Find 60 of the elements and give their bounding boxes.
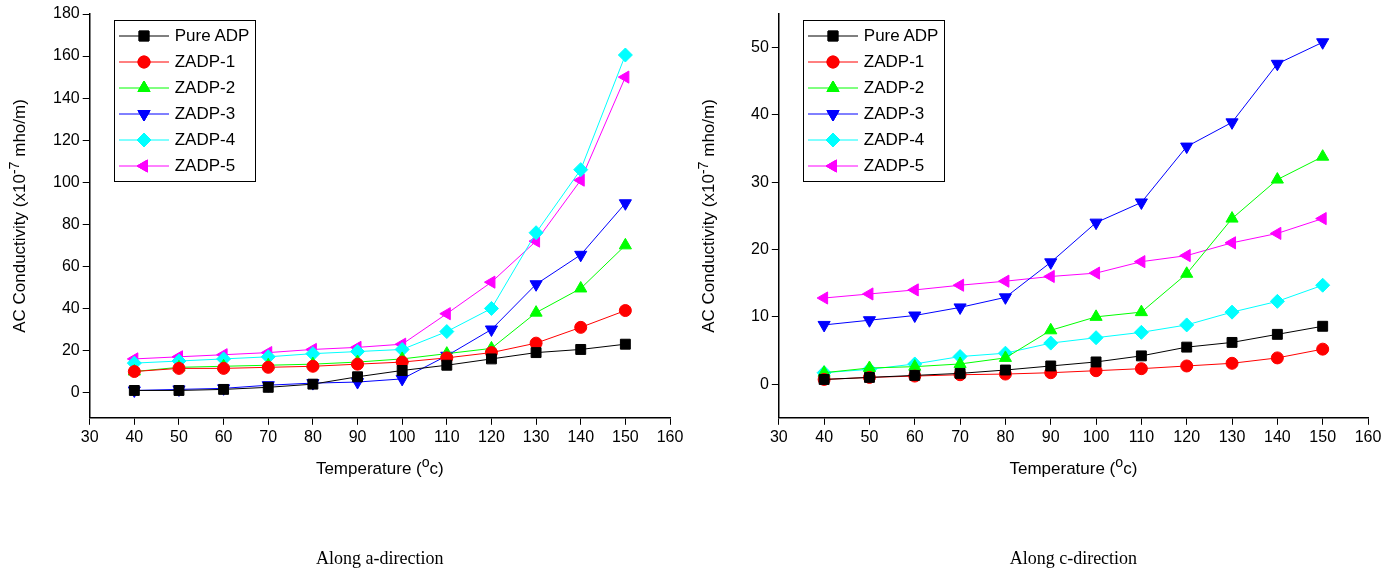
x-tick-label: 150 bbox=[1309, 427, 1337, 445]
x-tick-label: 130 bbox=[522, 427, 550, 445]
x-tick-label: 110 bbox=[1128, 427, 1155, 445]
y-tick-label: 20 bbox=[61, 340, 80, 358]
x-tick-label: 80 bbox=[303, 427, 322, 445]
y-tick-label: 80 bbox=[61, 214, 80, 232]
x-tick-label: 100 bbox=[1082, 427, 1110, 445]
x-tick-label: 60 bbox=[905, 427, 924, 445]
y-tick-label: 60 bbox=[61, 256, 80, 274]
y-tick-label: 100 bbox=[52, 172, 80, 190]
y-tick-label: 40 bbox=[61, 298, 80, 316]
x-tick-label: 30 bbox=[80, 427, 99, 445]
text: Along a-direction bbox=[316, 548, 444, 569]
legend-label: ZADP-5 bbox=[174, 156, 236, 176]
y-tick-label: 20 bbox=[751, 239, 769, 257]
x-tick-label: 140 bbox=[567, 427, 595, 445]
x-tick-label: 150 bbox=[612, 427, 639, 445]
y-tick-label: 180 bbox=[52, 4, 80, 22]
y-tick-label: 30 bbox=[751, 172, 769, 190]
x-tick-label: 40 bbox=[125, 427, 144, 445]
legend-label: Pure ADP bbox=[174, 26, 250, 46]
legend-label: ZADP-5 bbox=[863, 156, 925, 176]
x-tick-label: 70 bbox=[951, 427, 970, 445]
y-tick-label: 140 bbox=[52, 88, 80, 106]
x-tick-label: 30 bbox=[769, 427, 788, 445]
text: Along c-direction bbox=[1009, 548, 1138, 569]
x-tick-label: 160 bbox=[656, 427, 684, 445]
y-tick-label: 0 bbox=[759, 374, 769, 392]
legend-label: ZADP-1 bbox=[863, 52, 925, 72]
y-tick-label: 10 bbox=[751, 307, 769, 325]
legend-label: ZADP-4 bbox=[174, 130, 236, 150]
x-tick-label: 120 bbox=[1173, 427, 1201, 445]
x-axis-title: Temperature ($^{o}$c) bbox=[315, 453, 444, 479]
x-tick-label: 50 bbox=[860, 427, 879, 445]
x-axis-title: Temperature ($^{o}$c) bbox=[1009, 453, 1138, 479]
x-tick-label: 90 bbox=[348, 427, 367, 445]
legend-label: ZADP-4 bbox=[863, 130, 925, 150]
x-tick-label: 70 bbox=[259, 427, 278, 445]
x-tick-label: 120 bbox=[478, 427, 505, 445]
x-tick-label: 160 bbox=[1354, 427, 1382, 445]
y-tick-label: 50 bbox=[751, 38, 769, 56]
x-tick-label: 130 bbox=[1218, 427, 1246, 445]
x-tick-label: 40 bbox=[815, 427, 834, 445]
x-tick-label: 80 bbox=[996, 427, 1015, 445]
legend-label: ZADP-3 bbox=[863, 104, 925, 124]
x-tick-label: 90 bbox=[1041, 427, 1060, 445]
x-tick-label: 50 bbox=[170, 427, 188, 445]
y-tick-label: 120 bbox=[52, 130, 80, 148]
y-tick-label: 40 bbox=[751, 105, 769, 123]
legend-label: ZADP-2 bbox=[174, 78, 236, 98]
x-tick-label: 110 bbox=[434, 427, 460, 445]
y-tick-label: 160 bbox=[52, 46, 80, 64]
legend-label: ZADP-3 bbox=[174, 104, 236, 124]
y-tick-label: 0 bbox=[70, 382, 80, 400]
legend-label: ZADP-1 bbox=[174, 52, 236, 72]
legend-label: Pure ADP bbox=[863, 26, 939, 46]
x-tick-label: 60 bbox=[214, 427, 233, 445]
legend-label: ZADP-2 bbox=[863, 78, 925, 98]
x-tick-label: 140 bbox=[1264, 427, 1291, 445]
x-tick-label: 100 bbox=[388, 427, 416, 445]
